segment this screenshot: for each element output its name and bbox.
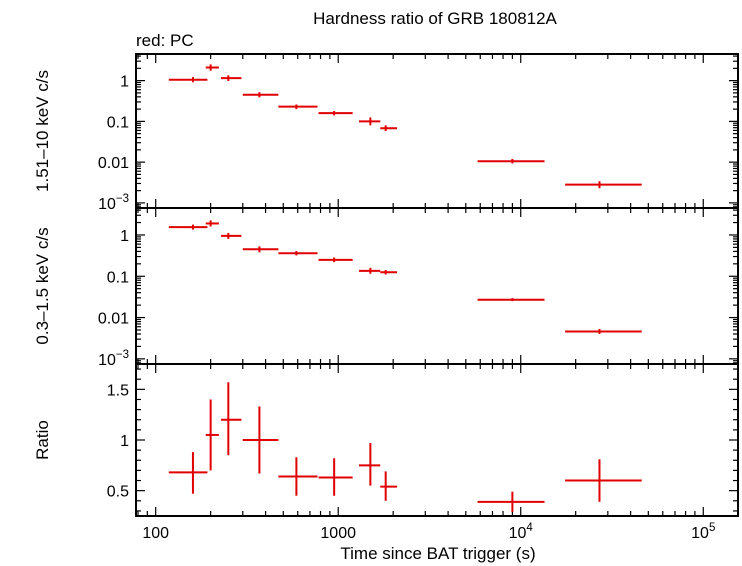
x-tick-label-main: 1000 [320, 525, 356, 542]
y-tick-label-exponent: −3 [116, 349, 129, 361]
y-tick-label: 0.1 [107, 114, 129, 131]
y-tick-label-main: 1 [120, 433, 129, 450]
x-tick-label-main: 100 [142, 525, 169, 542]
y-tick-label: 10−3 [98, 193, 129, 213]
y-axis-label: 0.3–1.5 keV c/s [33, 227, 52, 344]
y-tick-label: 1 [120, 228, 129, 245]
data-point [380, 471, 398, 501]
data-point [278, 104, 318, 110]
y-tick-label-main: 0.1 [107, 269, 129, 286]
panel-frame [135, 53, 739, 209]
data-point [318, 110, 353, 116]
data-point [278, 457, 318, 496]
y-tick-label-main: 0.01 [98, 311, 129, 328]
data-point [168, 224, 208, 230]
data-point [242, 406, 279, 474]
chart-title: Hardness ratio of GRB 180812A [313, 9, 557, 28]
y-tick-label: 1 [120, 74, 129, 91]
data-point [318, 257, 353, 263]
y-tick-label: 0.01 [98, 311, 129, 328]
data-point [205, 399, 219, 471]
y-tick-label: 1.5 [107, 382, 129, 399]
y-tick-label-main: 0.5 [107, 484, 129, 501]
x-tick-label: 1000 [320, 525, 356, 542]
data-point [242, 246, 279, 253]
data-point [242, 92, 279, 98]
y-tick-label: 0.01 [98, 155, 129, 172]
data-point [205, 220, 219, 227]
panel-frame [135, 207, 739, 365]
y-tick-label-main: 10 [98, 352, 116, 369]
panel-1: 1 0.1 0.01 10−3 1.51–10 keV c/s [33, 53, 739, 213]
x-tick-label: 104 [509, 522, 534, 542]
data-point [359, 267, 381, 274]
y-tick-label-main: 10 [98, 196, 116, 213]
y-tick-label: 10−3 [98, 349, 129, 369]
x-tick-label-main: 10 [691, 525, 709, 542]
x-tick-labels: 100 1000 104 105 [142, 522, 715, 542]
y-tick-label: 1 [120, 433, 129, 450]
chart-subtitle: red: PC [136, 31, 194, 50]
data-point [168, 77, 208, 83]
x-tick-label-main: 10 [509, 525, 527, 542]
data-point [359, 117, 381, 126]
y-tick-label-main: 0.01 [98, 155, 129, 172]
x-tick-label: 105 [691, 522, 715, 542]
data-point [205, 64, 219, 71]
y-tick-label: 0.5 [107, 484, 129, 501]
y-tick-label: 0.1 [107, 269, 129, 286]
x-tick-label: 100 [142, 525, 169, 542]
data-point [221, 75, 242, 81]
data-point [565, 328, 642, 334]
y-tick-label-exponent: −3 [116, 193, 129, 205]
x-axis-label: Time since BAT trigger (s) [340, 544, 535, 563]
panel-frame [135, 363, 739, 517]
y-tick-label-main: 1 [120, 228, 129, 245]
x-tick-label-exponent: 5 [709, 522, 715, 534]
data-point [565, 459, 642, 502]
data-point [380, 269, 398, 275]
y-axis-label: 1.51–10 keV c/s [33, 70, 52, 192]
data-point [221, 232, 242, 239]
data-point [278, 250, 318, 256]
y-tick-label-main: 0.1 [107, 114, 129, 131]
data-point [318, 458, 353, 496]
data-point [565, 181, 642, 189]
x-tick-label-exponent: 4 [526, 522, 533, 534]
panel-3: 0.5 1 1.5 Ratio [33, 363, 739, 517]
y-tick-label-main: 1 [120, 74, 129, 91]
y-axis-label: Ratio [33, 420, 52, 460]
y-tick-label-main: 1.5 [107, 382, 129, 399]
data-point [477, 491, 545, 512]
data-point [221, 382, 242, 456]
data-point [168, 452, 208, 494]
data-point [477, 158, 545, 164]
panel-2: 1 0.1 0.01 10−3 0.3–1.5 keV c/s [33, 207, 739, 369]
data-point [477, 298, 545, 302]
data-point [359, 443, 381, 486]
data-point [380, 125, 398, 132]
